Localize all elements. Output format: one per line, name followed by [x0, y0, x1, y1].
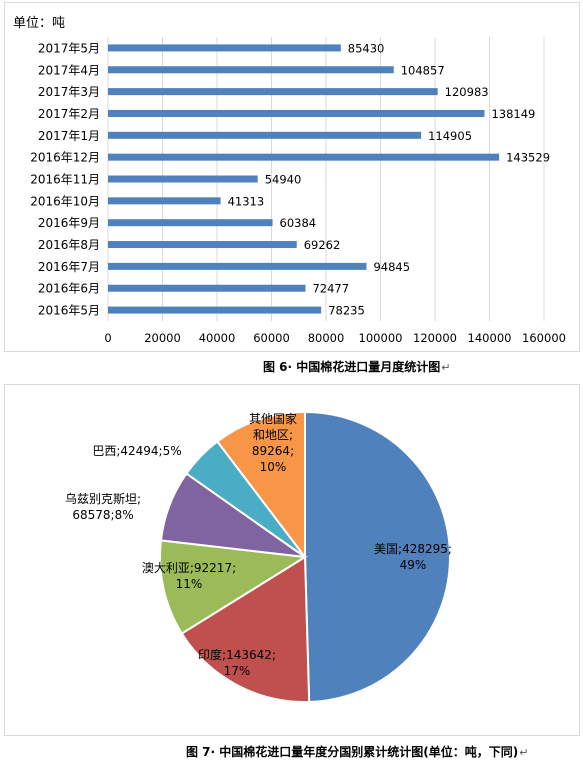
pie-slice-label-line: 印度;143642; [198, 647, 276, 662]
x-tick-label: 20000 [144, 331, 181, 345]
bar-value-label: 54940 [265, 173, 302, 187]
paragraph-mark: ↵ [519, 746, 529, 759]
bar-value-label: 72477 [312, 282, 349, 296]
bar [108, 197, 221, 205]
pie-slice-label: 澳大利亚;92217; 11% [142, 561, 236, 591]
x-tick-label: 0 [104, 331, 111, 345]
bar-value-label: 78235 [328, 304, 365, 318]
pie-chart: 美国;428295; 49% 印度;143642; 17% 澳大利亚;92217; 11%… [65, 410, 452, 703]
pie-slice-label-line: 68578;8% [72, 508, 133, 522]
y-tick-label: 2017年4月 [38, 63, 100, 77]
x-tick-label: 40000 [199, 331, 236, 345]
pie-slice-label-line: 11% [176, 577, 203, 591]
pie-slice [180, 555, 311, 703]
x-tick-label: 120000 [413, 331, 457, 345]
y-tick-label: 2016年6月 [38, 282, 100, 296]
pie-slice-label-line: 49% [400, 558, 427, 572]
bar [108, 88, 438, 96]
pie-slice [304, 410, 451, 703]
bar-chart-caption-text: 图 6· 中国棉花进口量月度统计图 [263, 360, 441, 374]
bar [108, 131, 422, 139]
pie-slice [159, 539, 308, 635]
paragraph-mark: ↵ [441, 361, 451, 374]
y-tick-label: 2016年8月 [38, 238, 100, 252]
bar-value-label: 138149 [491, 107, 535, 121]
pie-slice-label-line: 其他国家 [249, 411, 297, 426]
x-tick-label: 140000 [468, 331, 512, 345]
bar [108, 44, 341, 52]
pie-slice-label: 美国;428295; 49% [374, 542, 452, 572]
x-tick-label: 160000 [522, 331, 566, 345]
pie-chart-caption-text: 图 7· 中国棉花进口量年度分国别累计统计图(单位：吨，下同) [186, 745, 519, 759]
pie-chart-panel: 美国;428295; 49% 印度;143642; 17% 澳大利亚;92217; 11%… [4, 384, 580, 736]
pie-slice-label: 乌兹别克斯坦; 68578;8% [65, 491, 141, 522]
y-tick-label: 2017年5月 [38, 41, 100, 55]
y-tick-label: 2016年10月 [30, 194, 100, 208]
bar-value-label: 143529 [506, 151, 550, 165]
bar-value-label: 120983 [445, 85, 489, 99]
bar [108, 262, 367, 270]
y-tick-label: 2017年3月 [38, 85, 100, 99]
x-tick-label: 60000 [253, 331, 290, 345]
bar [108, 109, 485, 117]
pie-slice-label: 印度;143642; 17% [198, 647, 276, 678]
bar-value-label: 85430 [348, 41, 385, 55]
y-tick-label: 2016年11月 [30, 173, 100, 187]
y-tick-label: 2017年1月 [38, 129, 100, 143]
bar [108, 175, 258, 183]
pie-slice-label-line: 89264; [252, 444, 294, 458]
bar-chart-panel: 单位：吨 0 20000 40000 60000 80000 100000 120000 140… [4, 2, 580, 352]
y-tick-label: 2017年2月 [38, 107, 100, 121]
pie-chart-caption: 图 7· 中国棉花进口量年度分国别累计统计图(单位：吨，下同)↵ [186, 743, 528, 760]
bar [108, 284, 306, 292]
y-tick-label: 2016年7月 [38, 260, 100, 274]
bar-chart-title: 单位：吨 [13, 16, 65, 31]
pie-slice-label: 其他国家和地区; 89264; 10% [249, 411, 297, 474]
pie-slice-label-line: 澳大利亚;92217; [142, 561, 236, 575]
bar [108, 153, 500, 161]
y-tick-label: 2016年9月 [38, 216, 100, 230]
pie-slice-label-line: 和地区; [253, 428, 293, 442]
bar [108, 306, 322, 314]
bar [108, 241, 297, 249]
pie-slice-label: 巴西;42494;5% [92, 444, 181, 458]
bar [108, 66, 394, 74]
pie-slice [215, 410, 306, 560]
bar [108, 219, 273, 227]
bar-value-label: 60384 [280, 216, 317, 230]
bar-value-label: 104857 [401, 63, 445, 77]
y-tick-label: 2016年5月 [38, 304, 100, 318]
bar-value-label: 41313 [228, 194, 265, 208]
bar-chart-caption: 图 6· 中国棉花进口量月度统计图↵ [263, 358, 450, 375]
bar-value-label: 94845 [373, 260, 410, 274]
bar-value-label: 114905 [428, 129, 472, 143]
bar-value-label: 69262 [304, 238, 341, 252]
bar-chart: 单位：吨 0 20000 40000 60000 80000 100000 120000 140… [13, 16, 566, 345]
pie-slice-label-line: 乌兹别克斯坦; [65, 491, 141, 506]
pie-slice-label-line: 美国;428295; [374, 542, 452, 556]
pie-slice-label-line: 巴西;42494;5% [92, 444, 181, 458]
x-tick-label: 80000 [308, 331, 345, 345]
pie-slice-label-line: 17% [224, 664, 251, 678]
pie-slice-label-line: 10% [260, 460, 287, 474]
y-tick-label: 2016年12月 [30, 151, 100, 165]
x-tick-label: 100000 [359, 331, 403, 345]
